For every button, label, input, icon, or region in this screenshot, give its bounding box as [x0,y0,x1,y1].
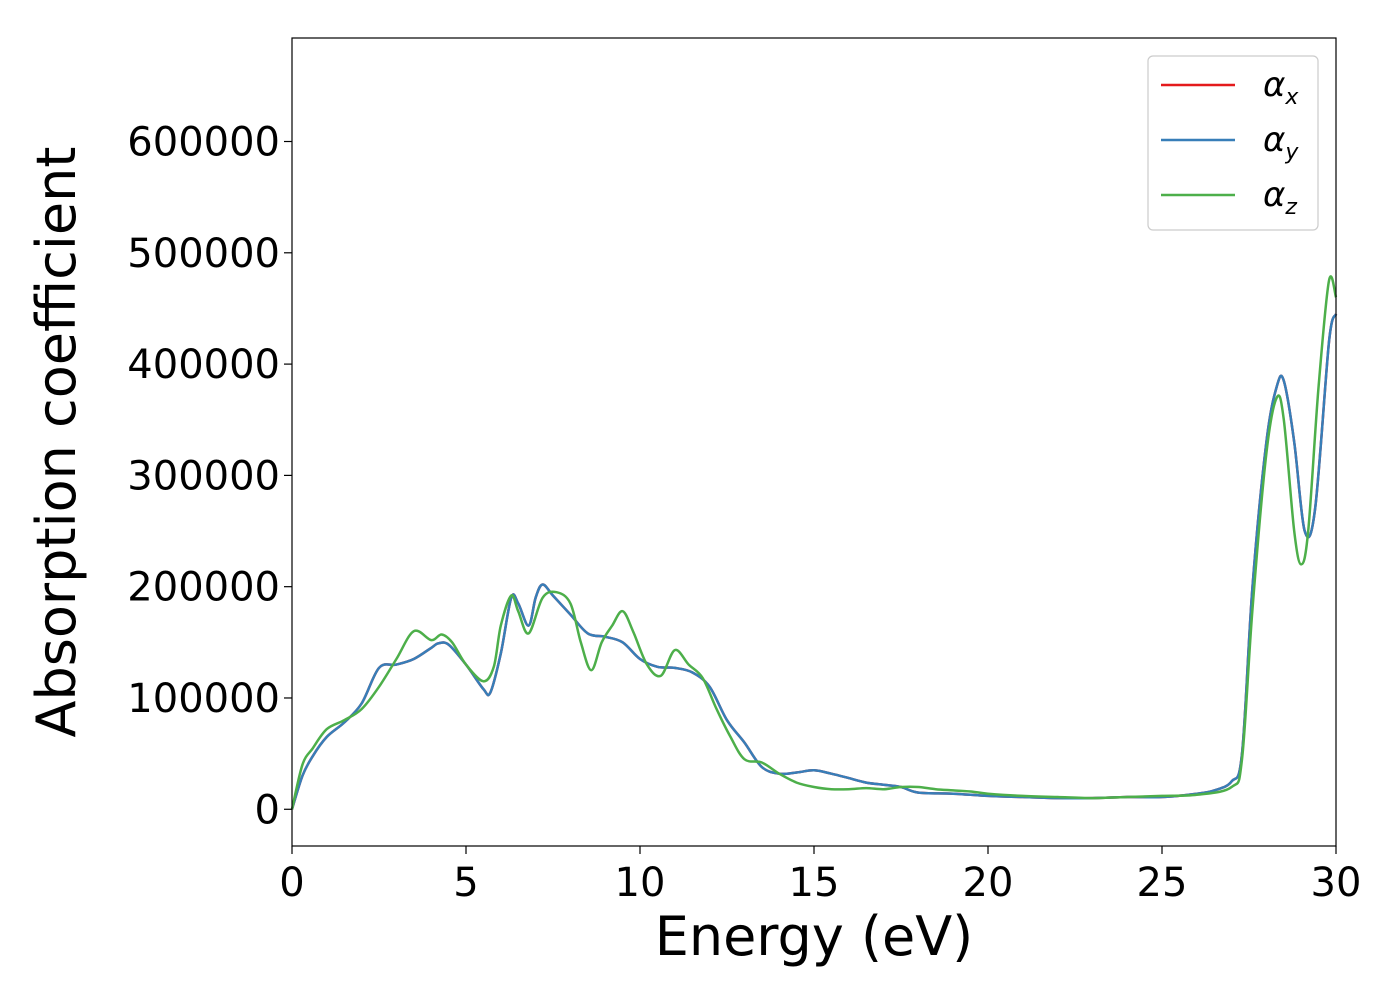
y-tick-label: 0 [255,787,280,833]
series-line-z [290,275,1338,810]
series-layer [290,275,1338,810]
x-tick-label: 25 [1137,860,1188,906]
x-tick-label: 20 [963,860,1014,906]
x-tick-label: 30 [1311,860,1362,906]
legend-box [1147,55,1319,231]
y-axis-label: Absorption coefficient [25,147,88,738]
x-tick-label: 15 [789,860,840,906]
y-tick-label: 100000 [127,676,280,722]
y-tick-label: 500000 [127,231,280,277]
x-tick-label: 10 [615,860,666,906]
y-axis: 0 100000 200000 300000 400000 500000 600000 [127,120,292,833]
x-tick-label: 0 [279,860,304,906]
x-axis-label: Energy (eV) [655,905,974,968]
y-tick-label: 400000 [127,342,280,388]
y-tick-label: 200000 [127,565,280,611]
x-tick-label: 5 [453,860,478,906]
x-axis: 0 5 10 15 20 25 30 [279,846,1361,906]
y-tick-label: 600000 [127,120,280,166]
y-tick-label: 300000 [127,453,280,499]
